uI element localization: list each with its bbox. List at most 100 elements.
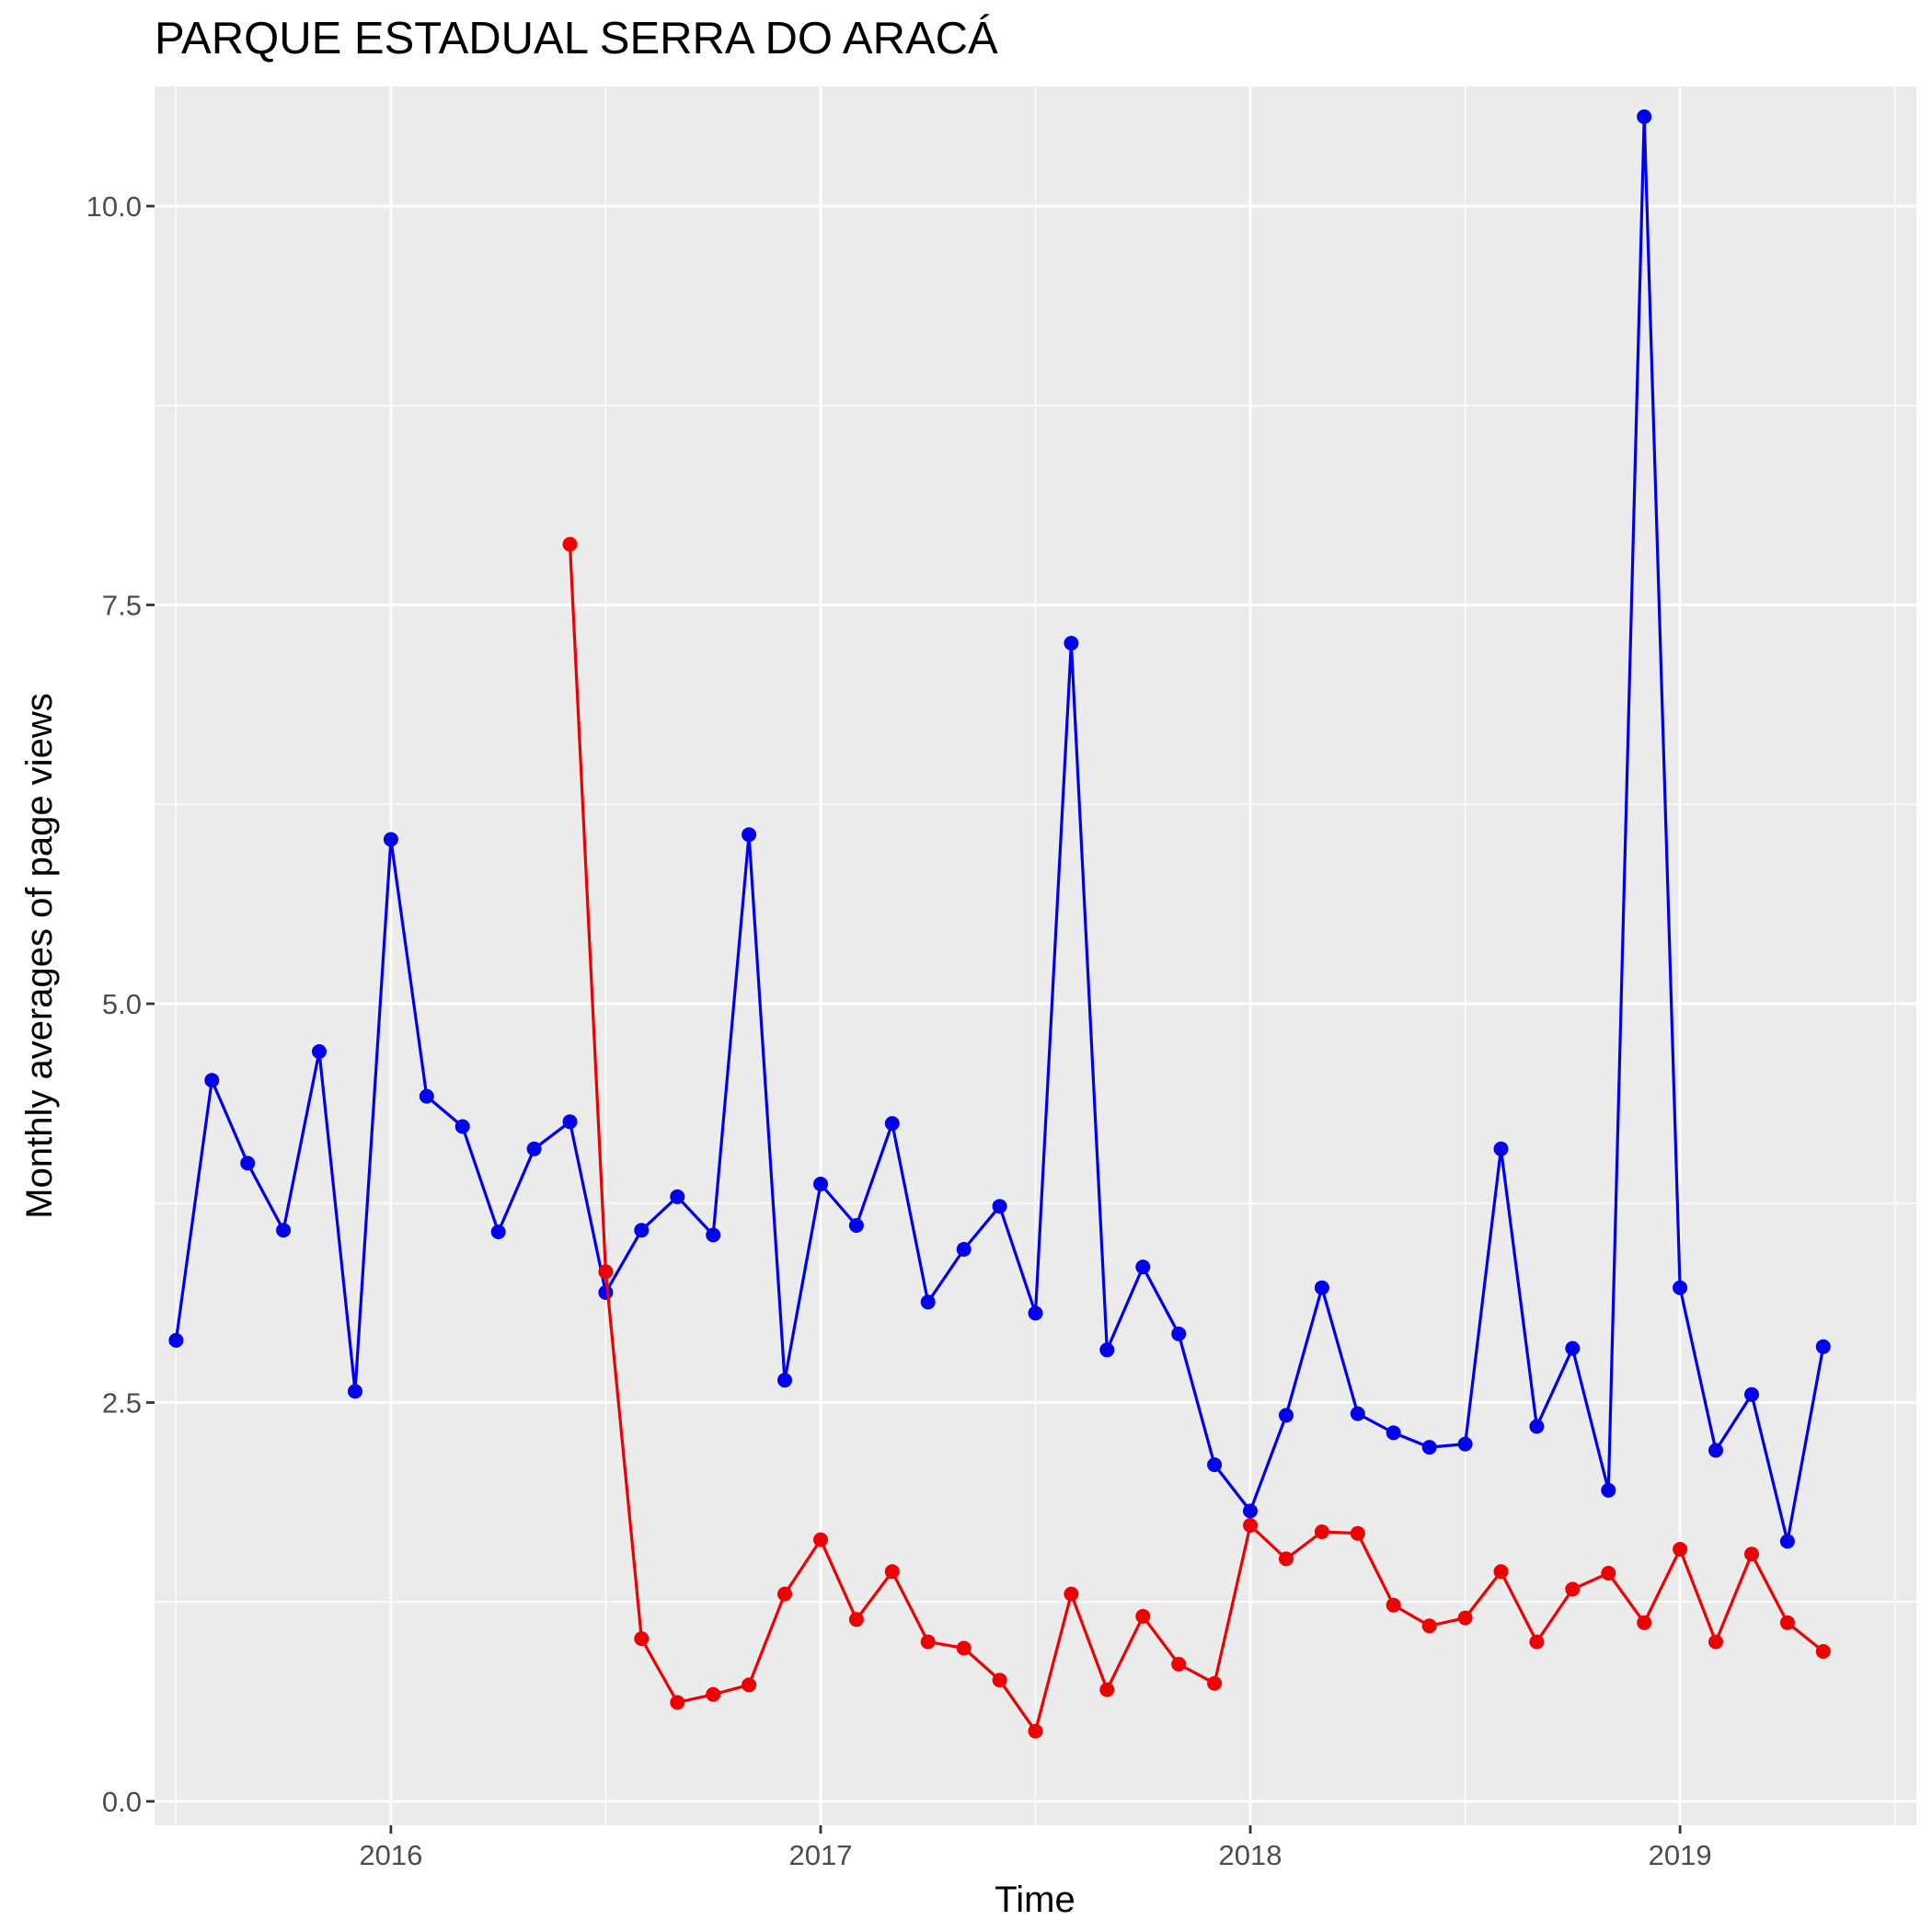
data-point bbox=[1815, 1644, 1831, 1659]
data-point bbox=[1529, 1634, 1545, 1650]
data-point bbox=[634, 1631, 650, 1647]
y-tick-label: 2.5 bbox=[102, 1387, 142, 1420]
data-point bbox=[1779, 1534, 1795, 1549]
minor-gridlines bbox=[155, 86, 1916, 1825]
data-point bbox=[956, 1242, 972, 1257]
major-gridlines bbox=[155, 86, 1916, 1825]
data-point bbox=[490, 1225, 506, 1239]
data-point bbox=[1064, 1586, 1079, 1602]
data-point bbox=[1028, 1723, 1043, 1739]
data-point bbox=[920, 1634, 936, 1650]
data-point bbox=[706, 1686, 721, 1702]
data-point bbox=[1279, 1408, 1294, 1423]
data-point bbox=[419, 1088, 434, 1104]
data-point bbox=[1171, 1656, 1187, 1672]
data-point bbox=[1421, 1618, 1437, 1634]
data-point bbox=[848, 1612, 864, 1627]
data-point bbox=[1457, 1436, 1473, 1452]
data-point bbox=[1565, 1581, 1581, 1597]
data-point bbox=[1279, 1551, 1294, 1567]
y-tick-label: 10.0 bbox=[86, 190, 142, 223]
data-point bbox=[1601, 1566, 1616, 1581]
data-point bbox=[884, 1116, 900, 1132]
data-point bbox=[813, 1532, 828, 1547]
data-point bbox=[670, 1189, 685, 1204]
data-point bbox=[742, 827, 757, 843]
data-point bbox=[1243, 1518, 1258, 1533]
data-point bbox=[204, 1073, 220, 1088]
data-point bbox=[920, 1294, 936, 1310]
data-point bbox=[1815, 1339, 1831, 1354]
chart-title: PARQUE ESTADUAL SERRA DO ARACÁ bbox=[155, 14, 998, 63]
data-point bbox=[992, 1199, 1007, 1214]
data-point bbox=[1207, 1675, 1223, 1691]
data-point bbox=[240, 1156, 256, 1171]
y-tick-label: 5.0 bbox=[102, 988, 142, 1020]
data-point bbox=[1350, 1525, 1365, 1541]
data-point bbox=[1028, 1305, 1043, 1321]
data-point bbox=[634, 1223, 650, 1238]
data-point bbox=[1421, 1440, 1437, 1455]
data-point bbox=[276, 1223, 292, 1238]
data-point bbox=[1135, 1259, 1151, 1275]
data-point bbox=[1493, 1141, 1509, 1156]
x-tick-label: 2018 bbox=[1219, 1839, 1282, 1871]
data-point bbox=[742, 1677, 757, 1693]
data-point bbox=[1386, 1425, 1401, 1441]
data-point bbox=[312, 1044, 327, 1059]
data-point bbox=[1637, 1615, 1652, 1630]
data-point bbox=[1314, 1524, 1329, 1539]
data-point bbox=[383, 832, 398, 847]
y-tick-label: 0.0 bbox=[102, 1786, 142, 1818]
data-point bbox=[884, 1564, 900, 1580]
data-point bbox=[1099, 1682, 1115, 1697]
data-point bbox=[598, 1264, 614, 1280]
y-axis-title: Monthly averages of page views bbox=[19, 693, 60, 1218]
data-point bbox=[348, 1384, 362, 1399]
data-point bbox=[1493, 1564, 1509, 1580]
data-point bbox=[562, 536, 578, 552]
series-layer bbox=[168, 109, 1831, 1739]
data-point bbox=[1135, 1608, 1151, 1624]
x-tick-label: 2016 bbox=[359, 1839, 422, 1871]
data-point bbox=[1744, 1386, 1759, 1402]
series-line bbox=[568, 544, 1824, 1733]
data-point bbox=[1064, 636, 1079, 651]
series-1 bbox=[168, 109, 1831, 1549]
data-point bbox=[1350, 1406, 1365, 1421]
data-point bbox=[526, 1141, 542, 1156]
data-point bbox=[1673, 1280, 1688, 1295]
data-point bbox=[1673, 1542, 1688, 1557]
data-point bbox=[598, 1284, 614, 1300]
x-tick-label: 2017 bbox=[788, 1839, 852, 1871]
data-point bbox=[1779, 1615, 1795, 1630]
data-point bbox=[1708, 1634, 1723, 1650]
data-point bbox=[813, 1177, 828, 1191]
data-point bbox=[1099, 1342, 1115, 1358]
data-point bbox=[1171, 1326, 1187, 1341]
x-axis: 2016 2017 2018 2019 bbox=[359, 1825, 1712, 1871]
data-point bbox=[1529, 1419, 1545, 1434]
data-point bbox=[1386, 1597, 1401, 1613]
data-point bbox=[1457, 1610, 1473, 1626]
data-point bbox=[1207, 1457, 1223, 1473]
data-point bbox=[670, 1695, 685, 1710]
x-tick-label: 2019 bbox=[1649, 1839, 1712, 1871]
data-point bbox=[1565, 1340, 1581, 1356]
data-point bbox=[992, 1673, 1007, 1688]
data-point bbox=[1744, 1547, 1759, 1562]
data-point bbox=[1708, 1443, 1723, 1458]
series-2 bbox=[562, 536, 1831, 1739]
data-point bbox=[1601, 1482, 1616, 1498]
data-point bbox=[454, 1119, 470, 1134]
data-point bbox=[706, 1227, 721, 1243]
data-point bbox=[168, 1332, 184, 1348]
data-point bbox=[777, 1373, 792, 1388]
data-point bbox=[1243, 1503, 1258, 1519]
y-axis: 0.0 2.5 5.0 7.5 10.0 bbox=[86, 190, 155, 1818]
data-point bbox=[848, 1218, 864, 1233]
data-point bbox=[1637, 109, 1652, 124]
data-point bbox=[562, 1114, 578, 1130]
